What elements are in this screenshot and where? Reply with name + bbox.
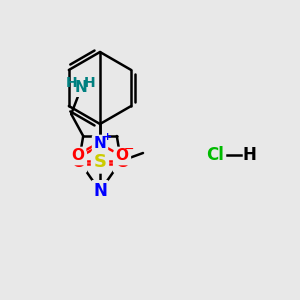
Text: S: S bbox=[94, 153, 106, 171]
Text: O: O bbox=[115, 153, 129, 171]
Text: H: H bbox=[83, 76, 95, 90]
Text: +: + bbox=[102, 132, 112, 142]
Text: N: N bbox=[94, 136, 106, 152]
Text: O: O bbox=[71, 153, 85, 171]
Text: H: H bbox=[65, 76, 77, 90]
Text: O: O bbox=[71, 148, 85, 164]
Text: −: − bbox=[124, 142, 134, 155]
Text: N: N bbox=[93, 182, 107, 200]
Text: Cl: Cl bbox=[206, 146, 224, 164]
Text: N: N bbox=[75, 80, 88, 95]
Text: H: H bbox=[242, 146, 256, 164]
Text: O: O bbox=[116, 148, 128, 164]
